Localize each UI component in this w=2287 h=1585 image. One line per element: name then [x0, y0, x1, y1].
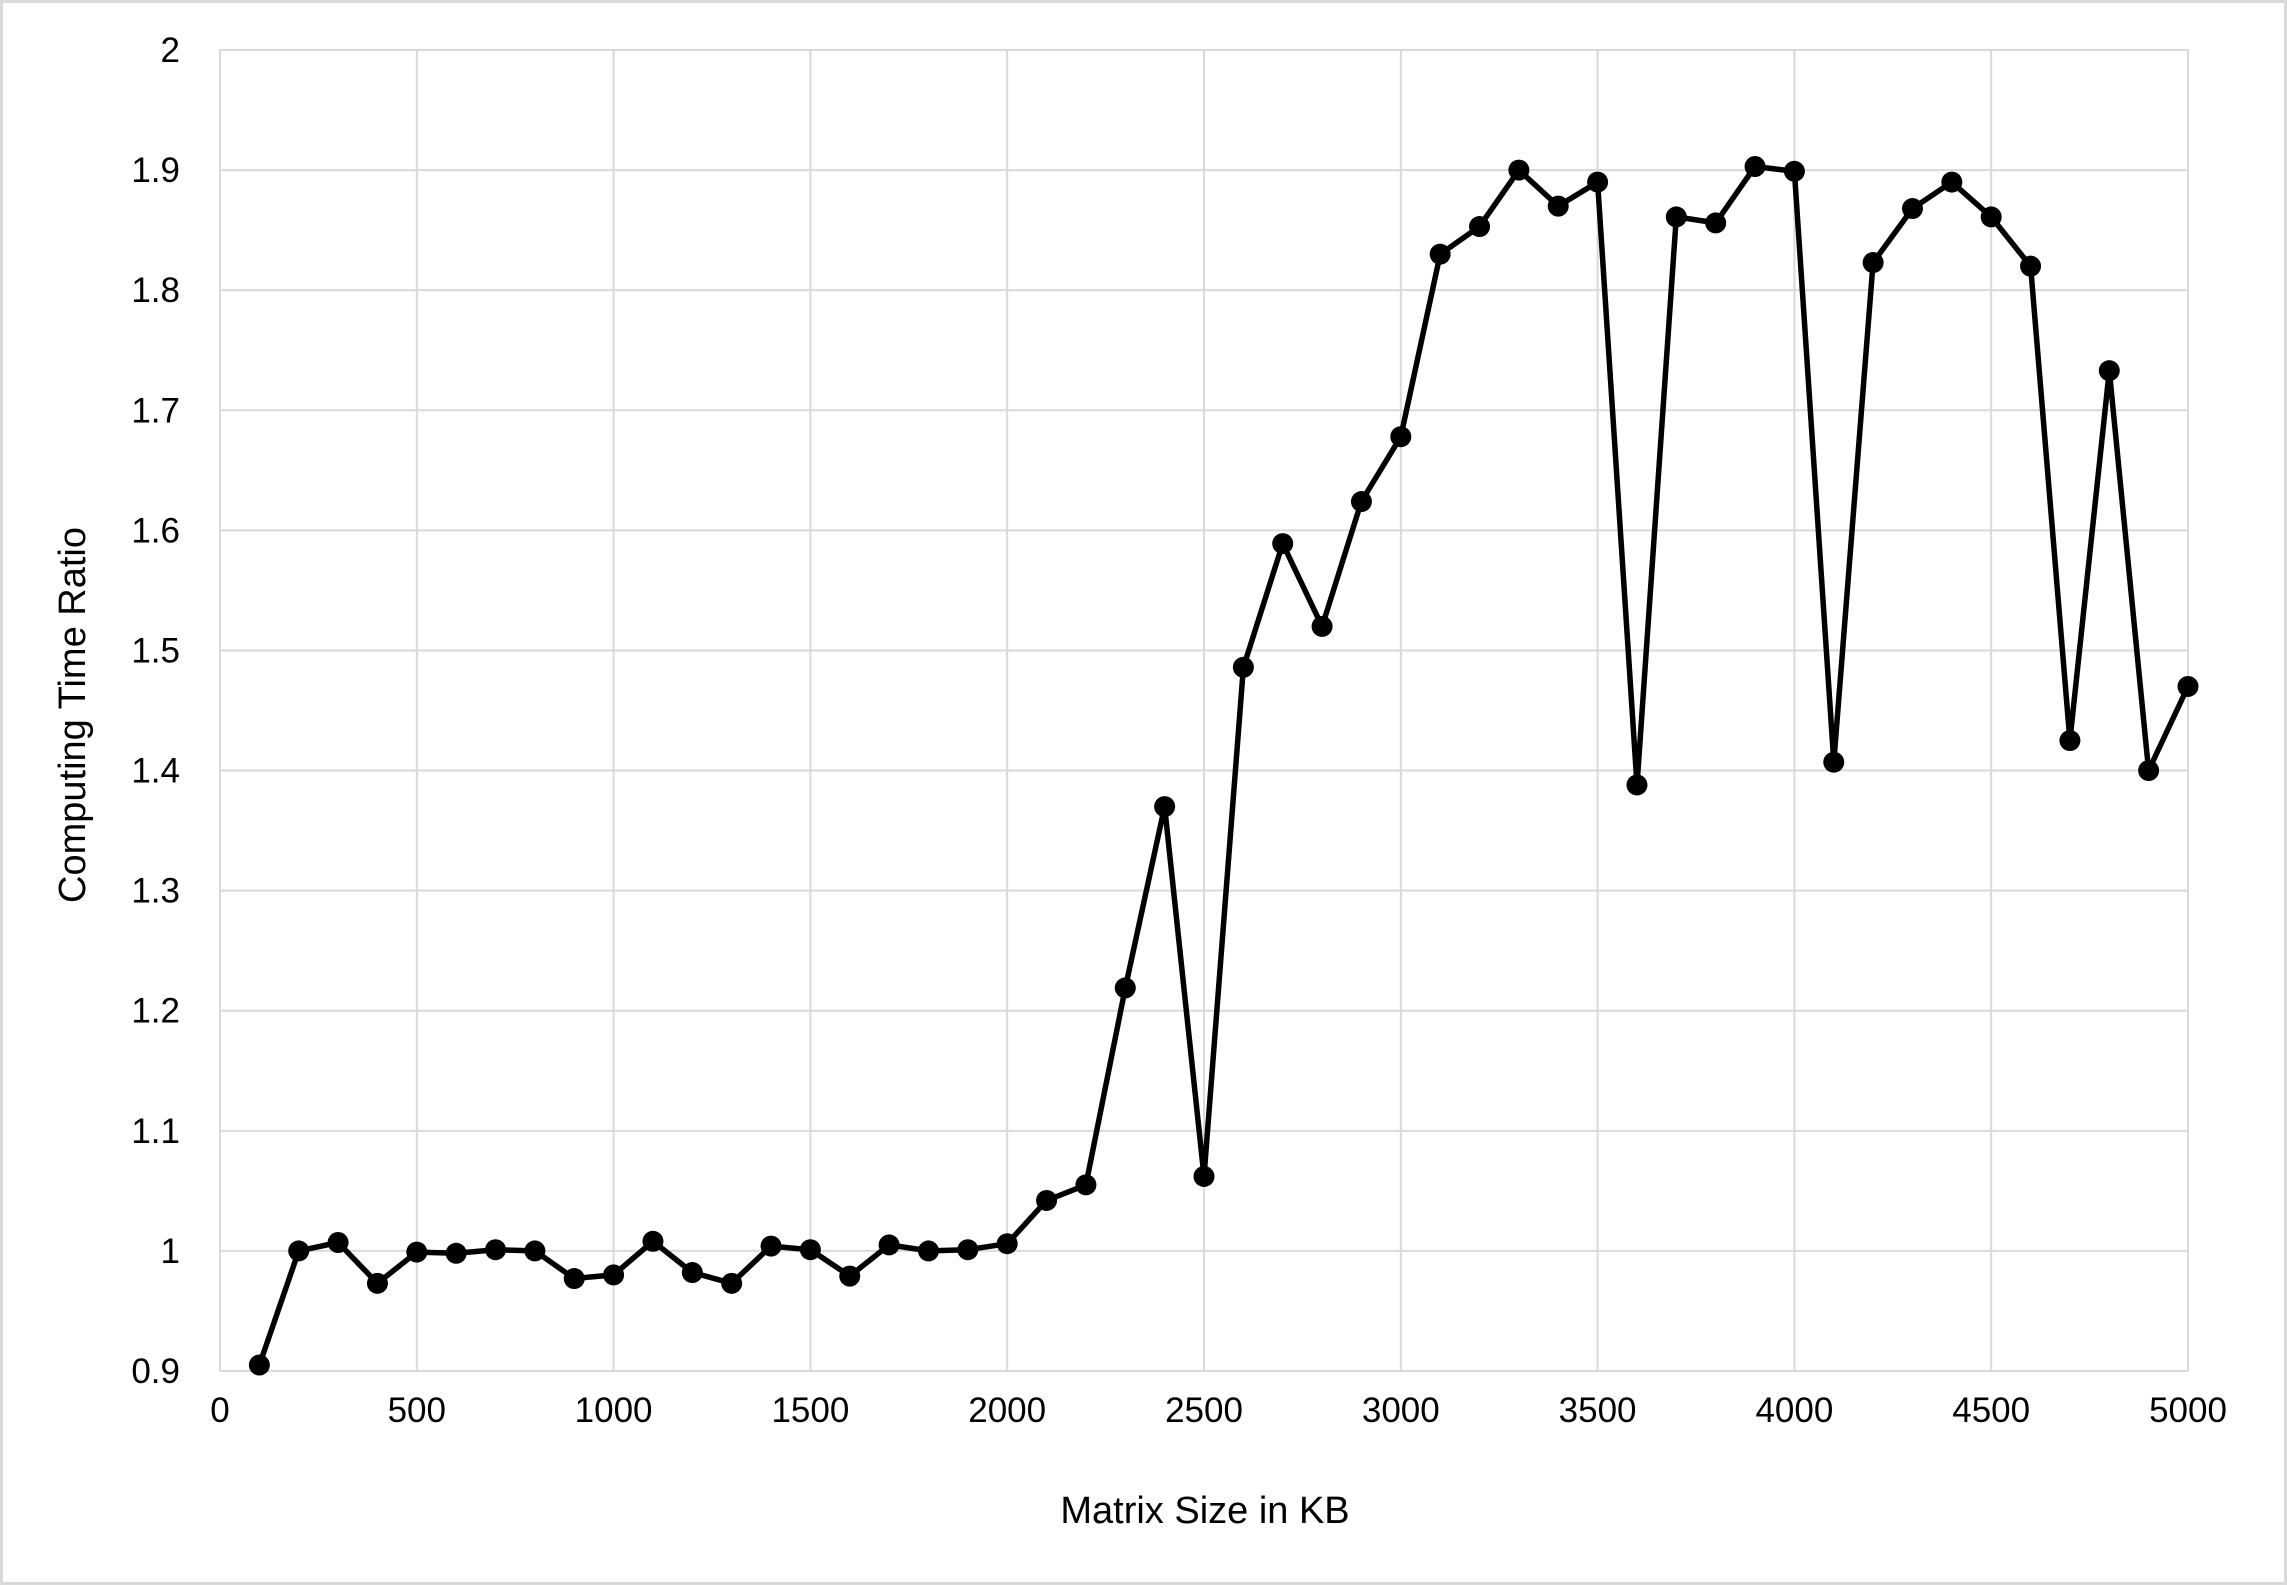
x-tick-label: 5000: [2149, 1391, 2227, 1430]
data-point: [1193, 1165, 1215, 1187]
data-point: [1547, 195, 1569, 217]
data-point: [1823, 751, 1845, 773]
y-tick-label: 1.3: [131, 872, 180, 911]
y-tick-label: 2: [161, 31, 180, 70]
data-point: [485, 1239, 507, 1261]
x-tick-label: 4000: [1755, 1391, 1833, 1430]
data-point: [1587, 171, 1609, 193]
data-point: [2177, 675, 2199, 697]
data-point: [248, 1354, 270, 1376]
y-tick-label: 1.4: [131, 752, 180, 791]
y-tick-label: 1.1: [131, 1112, 180, 1151]
data-point: [288, 1240, 310, 1262]
x-tick-label: 2000: [968, 1391, 1046, 1430]
data-point: [1744, 155, 1766, 177]
x-tick-label: 3500: [1559, 1391, 1637, 1430]
x-tick-labels: 0 500 1000 1500 2000 2500 3000 3500 4000 4500 5000: [210, 1391, 2227, 1430]
data-point: [799, 1239, 821, 1261]
x-tick-label: 2500: [1165, 1391, 1243, 1430]
data-point: [406, 1241, 428, 1263]
data-point: [2138, 760, 2160, 782]
data-point: [1508, 159, 1530, 181]
data-point: [366, 1272, 388, 1294]
data-point: [681, 1262, 703, 1284]
data-point: [2098, 360, 2120, 382]
y-tick-label: 0.9: [131, 1352, 180, 1391]
data-point: [603, 1264, 625, 1286]
y-tick-label: 1: [161, 1232, 180, 1271]
data-point: [1941, 171, 1963, 193]
data-point: [1390, 426, 1412, 448]
x-axis-label: Matrix Size in KB: [1060, 1490, 1349, 1532]
y-tick-label: 1.7: [131, 391, 180, 430]
data-point: [1862, 252, 1884, 274]
y-tick-label: 1.9: [131, 151, 180, 190]
data-point: [1665, 206, 1687, 228]
data-point: [917, 1240, 939, 1262]
data-point: [563, 1268, 585, 1290]
x-tick-label: 0: [210, 1391, 229, 1430]
data-point: [1783, 160, 1805, 182]
data-point: [1980, 206, 2002, 228]
x-tick-label: 3000: [1362, 1391, 1440, 1430]
y-tick-label: 1.5: [131, 631, 180, 670]
data-point: [445, 1242, 467, 1264]
data-point: [1154, 796, 1176, 818]
y-tick-labels: 0.9 1 1.1 1.2 1.3 1.4 1.5 1.6 1.7 1.8 1.9 2: [131, 31, 180, 1391]
data-point: [721, 1272, 743, 1294]
y-tick-label: 1.2: [131, 992, 180, 1031]
x-tick-label: 500: [388, 1391, 446, 1430]
y-tick-label: 1.8: [131, 271, 180, 310]
data-point: [1901, 198, 1923, 220]
data-point: [1075, 1174, 1097, 1196]
y-tick-label: 1.6: [131, 511, 180, 550]
data-point: [996, 1233, 1018, 1255]
data-point: [1626, 774, 1648, 796]
series-line: [256, 163, 2191, 1368]
gridlines: [219, 49, 2189, 1372]
data-point: [1469, 216, 1491, 238]
data-point: [878, 1234, 900, 1256]
x-tick-label: 1000: [575, 1391, 653, 1430]
data-point: [1232, 656, 1254, 678]
series-group: [248, 155, 2199, 1376]
data-point: [1350, 491, 1372, 513]
data-point: [327, 1232, 349, 1254]
x-tick-label: 1500: [771, 1391, 849, 1430]
data-point: [1705, 212, 1727, 234]
data-point: [1114, 977, 1136, 999]
x-tick-label: 4500: [1952, 1391, 2030, 1430]
y-axis-label: Computing Time Ratio: [52, 527, 94, 903]
data-point: [1272, 533, 1294, 555]
data-point: [642, 1230, 664, 1252]
data-point: [1311, 615, 1333, 637]
data-point: [957, 1239, 979, 1261]
data-point: [2020, 255, 2042, 277]
data-point: [839, 1265, 861, 1287]
data-point: [1429, 243, 1451, 265]
data-point: [524, 1240, 546, 1262]
data-point: [1036, 1189, 1058, 1211]
data-point: [2059, 730, 2081, 752]
data-point: [760, 1235, 782, 1257]
